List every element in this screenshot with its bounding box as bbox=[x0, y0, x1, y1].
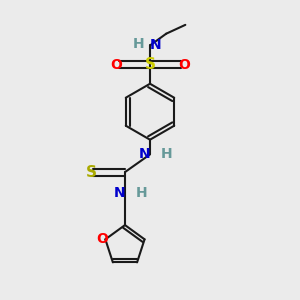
Text: N: N bbox=[138, 147, 150, 161]
Text: O: O bbox=[110, 58, 122, 72]
Text: S: S bbox=[145, 57, 155, 72]
Text: O: O bbox=[178, 58, 190, 72]
Text: O: O bbox=[97, 232, 108, 246]
Text: H: H bbox=[135, 186, 147, 200]
Text: N: N bbox=[113, 186, 125, 200]
Text: S: S bbox=[85, 165, 97, 180]
Text: H: H bbox=[132, 37, 144, 51]
Text: H: H bbox=[160, 147, 172, 161]
Text: N: N bbox=[150, 38, 162, 52]
